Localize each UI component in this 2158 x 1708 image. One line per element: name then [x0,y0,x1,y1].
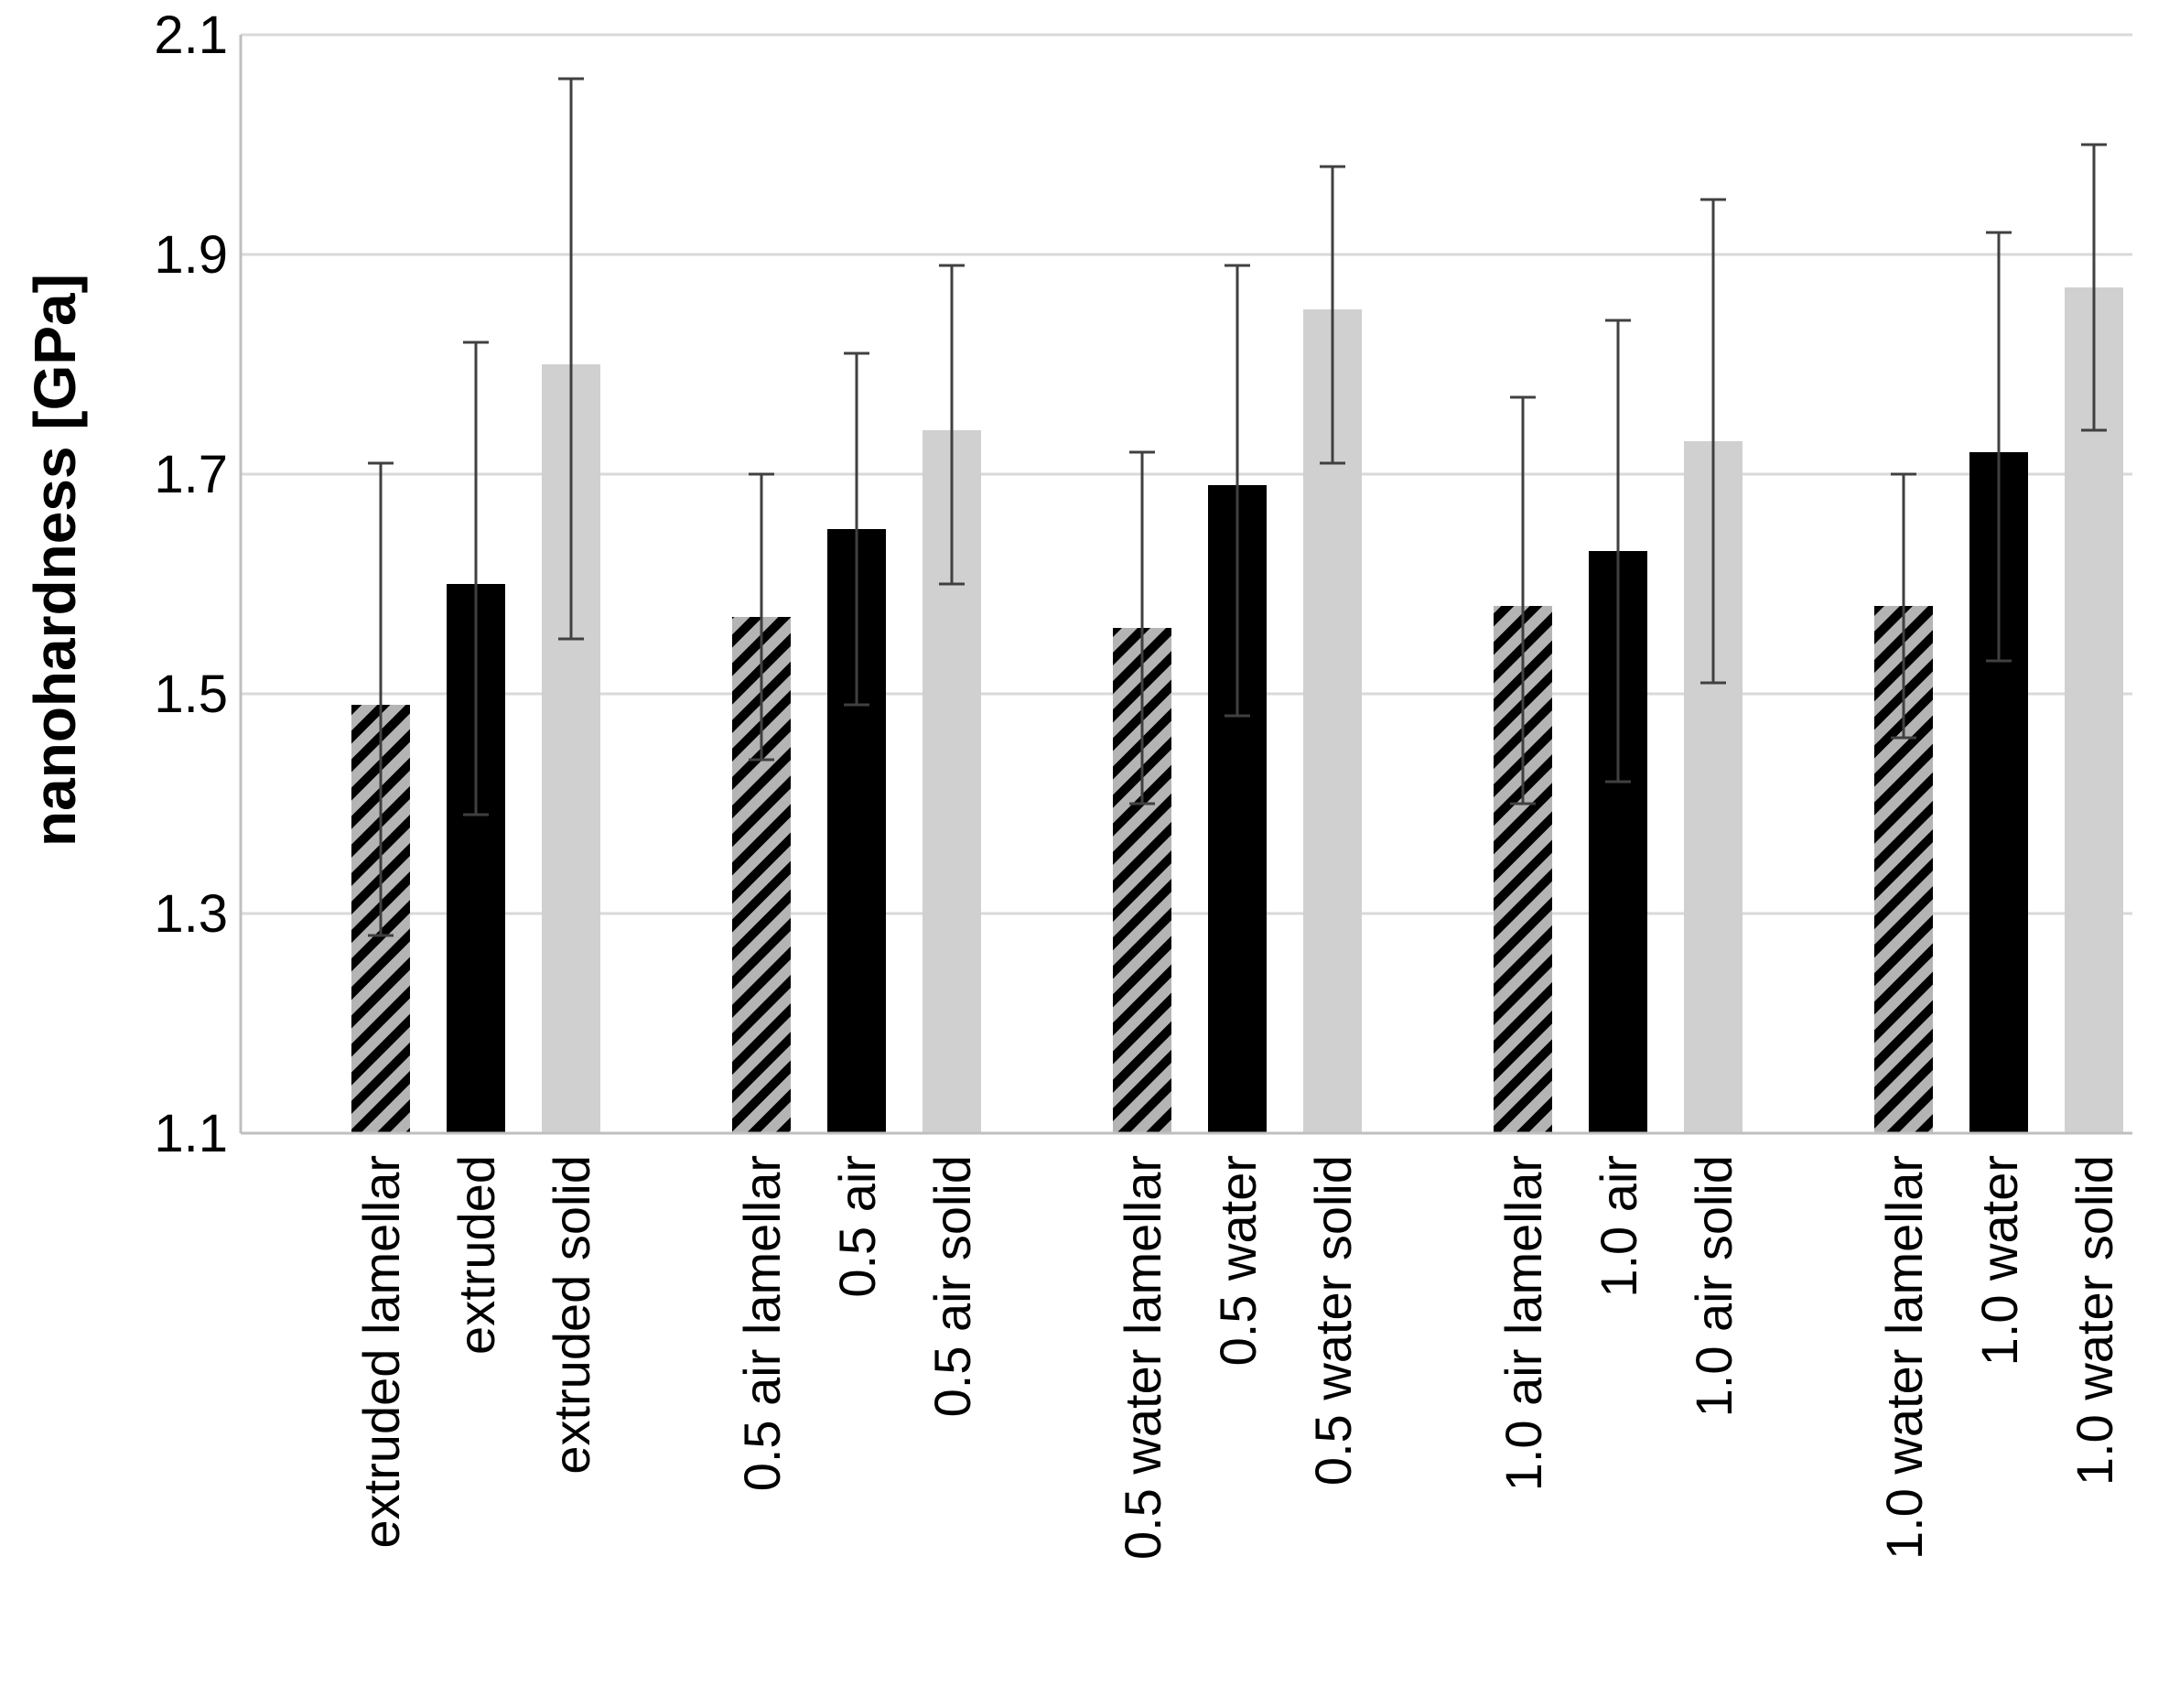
bars [351,287,2123,1133]
x-category-label: extruded solid [543,1155,600,1475]
x-category-labels: extruded lamellar extruded extruded solid 0… [352,1155,2123,1560]
x-category-label: 0.5 water solid [1304,1155,1362,1486]
x-category-label: 1.0 air solid [1685,1155,1743,1417]
x-category-label: extruded [448,1155,505,1355]
x-category-label: 0.5 air lamellar [733,1155,791,1491]
y-tick-labels: 1.1 1.3 1.5 1.7 1.9 2.1 [154,5,228,1163]
gridlines [241,33,2132,915]
y-tick-label: 1.3 [154,884,228,944]
x-category-label: 1.0 air lamellar [1494,1155,1552,1491]
x-category-label: 1.0 air [1590,1155,1647,1298]
x-category-label: 1.0 water [1970,1155,2028,1366]
axes [239,35,2132,1135]
x-category-label: 1.0 water lamellar [1875,1155,1933,1560]
error-bars [368,77,2107,937]
x-category-label: 0.5 air solid [923,1155,981,1417]
x-category-label: 0.5 air [828,1155,886,1298]
y-tick-label: 1.9 [154,225,228,285]
x-category-label: extruded lamellar [352,1155,410,1549]
y-tick-label: 1.1 [154,1104,228,1163]
y-axis-title: nanohardness [GPa] [22,274,88,847]
y-tick-label: 1.7 [154,445,228,504]
y-tick-label: 1.5 [154,665,228,724]
x-category-label: 1.0 water solid [2066,1155,2123,1486]
y-tick-label: 2.1 [154,5,228,65]
x-category-label: 0.5 water lamellar [1114,1155,1171,1560]
x-category-label: 0.5 water [1209,1155,1267,1366]
